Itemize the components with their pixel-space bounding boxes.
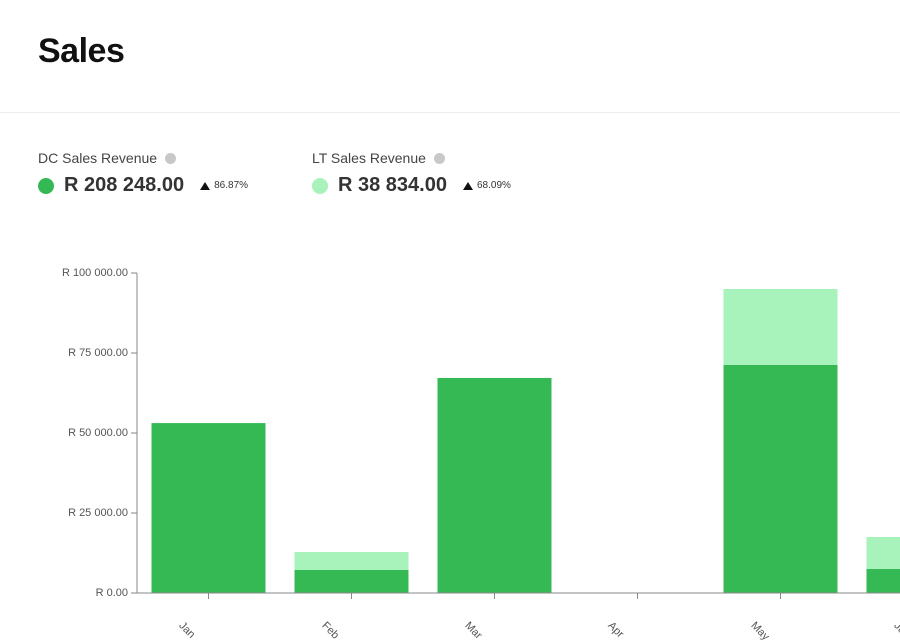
y-tick-label: R 50 000.00 [68,427,128,439]
stat-change: 68.09% [476,180,511,191]
card-title: Sales [38,32,125,70]
y-tick-label: R 75 000.00 [68,347,128,359]
stat-total: R 38 834.00 [338,174,447,196]
stat-total: R 208 248.00 [64,174,185,196]
stat-row: R 38 834.00 68.09% [312,174,511,197]
stat-item: LT Sales Revenue R 38 834.00 68.09% [312,150,511,197]
bar [866,537,900,569]
x-tick-label: Jan [176,620,197,641]
up-icon [462,181,473,190]
stat-label-row: DC Sales Revenue [38,150,248,166]
stat-item: DC Sales Revenue R 208 248.00 86.87% [38,150,248,197]
bar [437,377,552,593]
help-icon[interactable] [165,152,177,164]
stat-change: 86.87% [214,180,249,191]
bar [723,364,838,593]
bar [866,569,900,593]
x-tick-label: May [748,620,772,643]
x-tick-label: Mar [462,620,484,642]
bar [723,289,838,365]
stat-label: DC Sales Revenue [38,150,158,166]
x-tick-label: Apr [605,620,626,641]
legend-dot [38,177,54,194]
bar [294,552,409,570]
legend-dot [312,177,328,194]
y-tick-label: R 25 000.00 [68,507,128,519]
stat-label: LT Sales Revenue [312,150,426,166]
y-tick-label: R 100 000.00 [62,267,128,279]
bar [151,423,266,593]
up-icon [200,181,211,190]
bar [294,569,409,593]
help-icon[interactable] [433,152,445,164]
separator [0,112,900,113]
stat-row: R 208 248.00 86.87% [38,174,248,197]
y-tick-label: R 0.00 [96,587,128,599]
x-tick-label: Feb [319,620,341,642]
x-tick-label: Jun [891,620,900,641]
stat-label-row: LT Sales Revenue [312,150,511,166]
